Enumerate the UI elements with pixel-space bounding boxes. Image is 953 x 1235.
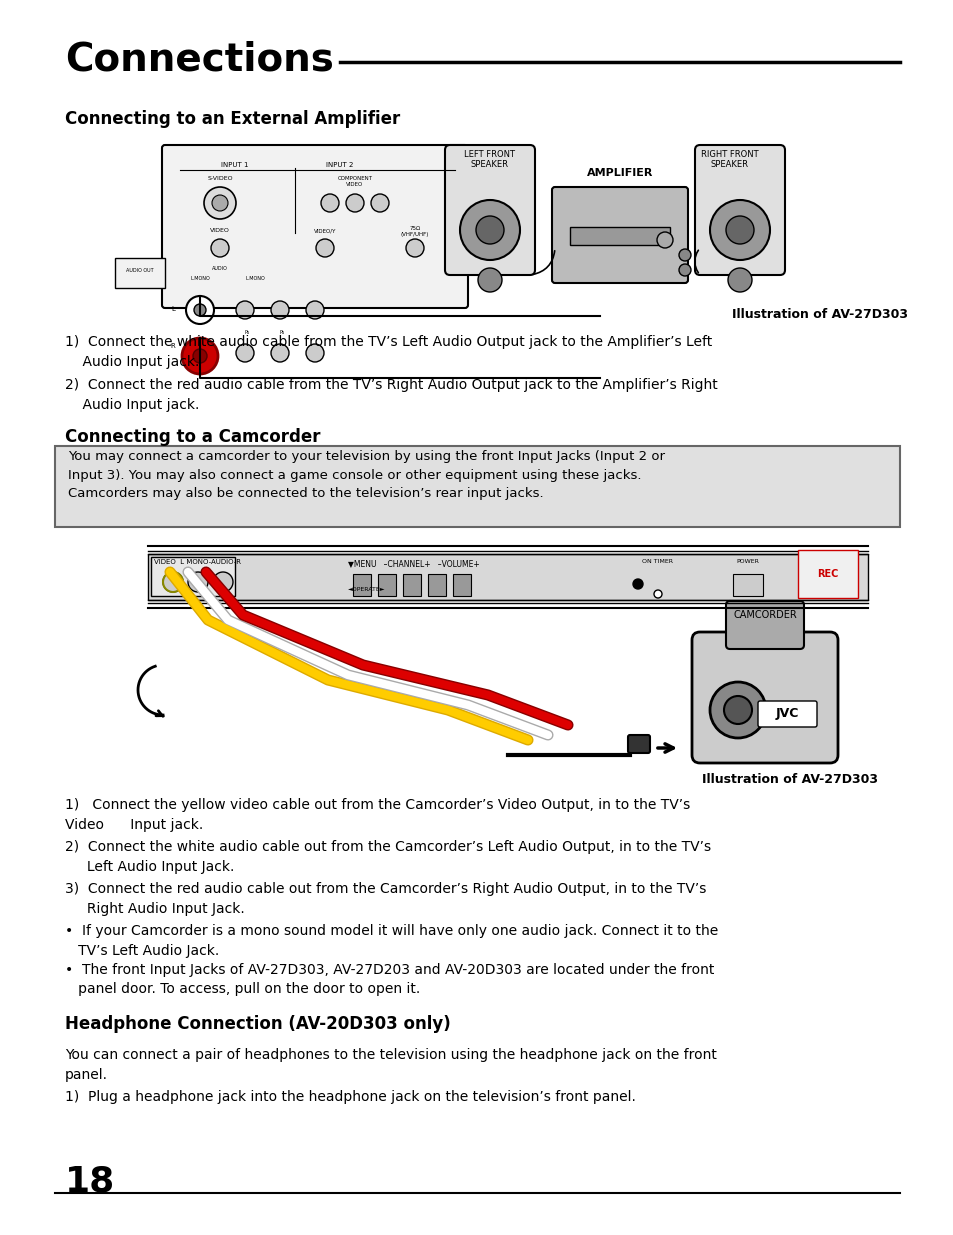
Text: ON TIMER: ON TIMER xyxy=(641,559,673,564)
Circle shape xyxy=(723,697,751,724)
Text: L: L xyxy=(171,306,174,312)
Circle shape xyxy=(477,268,501,291)
FancyBboxPatch shape xyxy=(55,446,899,527)
Text: POWER: POWER xyxy=(736,559,759,564)
Circle shape xyxy=(654,590,661,598)
Circle shape xyxy=(204,186,235,219)
Circle shape xyxy=(315,240,334,257)
Bar xyxy=(402,574,420,597)
Text: 75Ω
(VHF/UHF): 75Ω (VHF/UHF) xyxy=(400,226,429,237)
Bar xyxy=(453,574,471,597)
Circle shape xyxy=(725,216,753,245)
Circle shape xyxy=(186,296,213,324)
Circle shape xyxy=(476,216,503,245)
Circle shape xyxy=(163,572,183,592)
Text: Connecting to a Camcorder: Connecting to a Camcorder xyxy=(65,429,320,446)
Text: L.MONO: L.MONO xyxy=(245,275,265,282)
Circle shape xyxy=(193,304,206,316)
Text: Illustration of AV-27D303: Illustration of AV-27D303 xyxy=(731,308,907,321)
Circle shape xyxy=(727,268,751,291)
Circle shape xyxy=(406,240,423,257)
Text: JVC: JVC xyxy=(775,706,798,720)
Circle shape xyxy=(679,264,690,275)
FancyBboxPatch shape xyxy=(758,701,816,727)
Circle shape xyxy=(306,301,324,319)
Circle shape xyxy=(235,301,253,319)
FancyBboxPatch shape xyxy=(148,555,867,600)
Circle shape xyxy=(371,194,389,212)
Circle shape xyxy=(188,572,208,592)
Text: R: R xyxy=(171,343,175,350)
Text: INPUT 1: INPUT 1 xyxy=(221,162,249,168)
Bar xyxy=(428,574,446,597)
Circle shape xyxy=(459,200,519,261)
FancyBboxPatch shape xyxy=(627,735,649,753)
Circle shape xyxy=(271,301,289,319)
Text: RIGHT FRONT
SPEAKER: RIGHT FRONT SPEAKER xyxy=(700,149,758,169)
Circle shape xyxy=(709,682,765,739)
Text: You can connect a pair of headphones to the television using the headphone jack : You can connect a pair of headphones to … xyxy=(65,1049,716,1082)
Text: S-VIDEO: S-VIDEO xyxy=(207,177,233,182)
Circle shape xyxy=(679,249,690,261)
FancyBboxPatch shape xyxy=(691,632,837,763)
Circle shape xyxy=(709,200,769,261)
Circle shape xyxy=(346,194,364,212)
FancyBboxPatch shape xyxy=(695,144,784,275)
Text: Headphone Connection (AV-20D303 only): Headphone Connection (AV-20D303 only) xyxy=(65,1015,450,1032)
Text: 1)   Connect the yellow video cable out from the Camcorder’s Video Output, in to: 1) Connect the yellow video cable out fr… xyxy=(65,798,690,831)
FancyBboxPatch shape xyxy=(115,258,165,288)
Text: VIDEO/Y: VIDEO/Y xyxy=(314,228,335,233)
Text: ◄OPERATE►: ◄OPERATE► xyxy=(348,587,385,592)
Circle shape xyxy=(306,345,324,362)
Text: AMPLIFIER: AMPLIFIER xyxy=(586,168,653,178)
Text: 1)  Plug a headphone jack into the headphone jack on the television’s front pane: 1) Plug a headphone jack into the headph… xyxy=(65,1091,636,1104)
FancyBboxPatch shape xyxy=(151,557,234,597)
Text: Connections: Connections xyxy=(65,40,334,78)
Bar xyxy=(377,574,395,597)
FancyBboxPatch shape xyxy=(162,144,468,308)
Circle shape xyxy=(212,195,228,211)
Circle shape xyxy=(320,194,338,212)
Text: COMPONENT
VIDEO: COMPONENT VIDEO xyxy=(337,177,372,186)
Text: Ps: Ps xyxy=(244,330,250,335)
Text: 3)  Connect the red audio cable out from the Camcorder’s Right Audio Output, in : 3) Connect the red audio cable out from … xyxy=(65,882,705,915)
Bar xyxy=(353,574,371,597)
FancyBboxPatch shape xyxy=(444,144,535,275)
Text: Ps: Ps xyxy=(279,330,284,335)
Text: ▼MENU   –CHANNEL+   –VOLUME+: ▼MENU –CHANNEL+ –VOLUME+ xyxy=(348,559,479,568)
Circle shape xyxy=(182,338,218,374)
Circle shape xyxy=(211,240,229,257)
FancyBboxPatch shape xyxy=(552,186,687,283)
Text: AUDIO: AUDIO xyxy=(212,266,228,270)
Text: Illustration of AV-27D303: Illustration of AV-27D303 xyxy=(701,773,877,785)
Bar xyxy=(732,574,762,597)
Circle shape xyxy=(235,345,253,362)
Circle shape xyxy=(193,350,207,363)
Text: •  The front Input Jacks of AV-27D303, AV-27D203 and AV-20D303 are located under: • The front Input Jacks of AV-27D303, AV… xyxy=(65,963,714,997)
Circle shape xyxy=(633,579,642,589)
Text: REC: REC xyxy=(817,569,838,579)
Text: INPUT 2: INPUT 2 xyxy=(326,162,354,168)
Text: •  If your Camcorder is a mono sound model it will have only one audio jack. Con: • If your Camcorder is a mono sound mode… xyxy=(65,924,718,957)
Text: Connecting to an External Amplifier: Connecting to an External Amplifier xyxy=(65,110,400,128)
Text: AUDIO OUT: AUDIO OUT xyxy=(126,268,153,273)
Text: You may connect a camcorder to your television by using the front Input Jacks (I: You may connect a camcorder to your tele… xyxy=(68,450,664,500)
Text: L.MONO: L.MONO xyxy=(190,275,210,282)
FancyBboxPatch shape xyxy=(725,601,803,650)
Circle shape xyxy=(213,572,233,592)
Text: LEFT FRONT
SPEAKER: LEFT FRONT SPEAKER xyxy=(464,149,515,169)
Text: VIDEO: VIDEO xyxy=(210,228,230,233)
Circle shape xyxy=(163,572,183,592)
Text: 18: 18 xyxy=(65,1165,115,1199)
Circle shape xyxy=(657,232,672,248)
Text: 2)  Connect the white audio cable out from the Camcorder’s Left Audio Output, in: 2) Connect the white audio cable out fro… xyxy=(65,840,710,873)
Text: VIDEO  L MONO-AUDIO-R: VIDEO L MONO-AUDIO-R xyxy=(154,559,241,564)
FancyBboxPatch shape xyxy=(569,227,669,245)
Text: CAMCORDER: CAMCORDER xyxy=(732,610,796,620)
Text: 1)  Connect the white audio cable from the TV’s Left Audio Output jack to the Am: 1) Connect the white audio cable from th… xyxy=(65,335,712,368)
Text: 2)  Connect the red audio cable from the TV’s Right Audio Output jack to the Amp: 2) Connect the red audio cable from the … xyxy=(65,378,717,411)
Circle shape xyxy=(271,345,289,362)
